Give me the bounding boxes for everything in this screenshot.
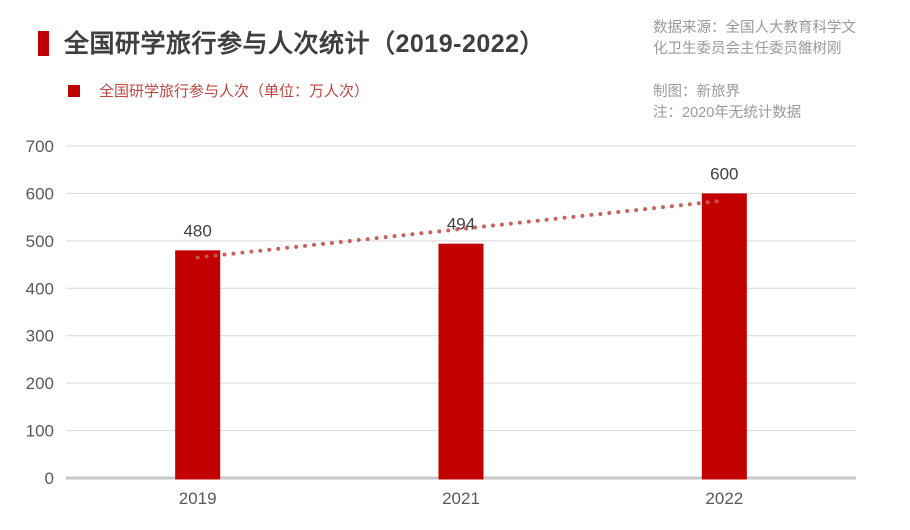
source-line-2: 化卫生委员会主任委员雒树刚	[653, 41, 842, 57]
y-tick-label: 600	[26, 184, 54, 203]
y-tick-label: 200	[26, 374, 54, 393]
note-line: 注：2020年无统计数据	[653, 105, 802, 121]
trendline	[195, 198, 727, 260]
y-tick-label: 500	[26, 232, 54, 251]
page-title: 全国研学旅行参与人次统计（2019-2022）	[64, 30, 546, 58]
bar	[701, 193, 747, 480]
legend-label: 全国研学旅行参与人次（单位：万人次）	[99, 83, 370, 100]
bar-value-label: 494	[447, 215, 475, 234]
x-tick-label: 2021	[442, 489, 480, 508]
title-accent-bar-icon	[38, 31, 49, 56]
source-block: 数据来源：全国人大教育科学文 化卫生委员会主任委员雒树刚 制图：新旅界 注：20…	[653, 18, 907, 124]
source-line-1: 数据来源：全国人大教育科学文	[653, 20, 856, 36]
bar	[175, 250, 221, 480]
credit-line: 制图：新旅界	[653, 84, 740, 100]
y-tick-label: 700	[26, 137, 54, 156]
y-tick-label: 0	[45, 469, 54, 488]
y-tick-label: 400	[26, 279, 54, 298]
bar-chart: 0 100 200 300 400 500 600 700 480 2019 494 2021 600 2…	[26, 137, 856, 508]
y-tick-label: 100	[26, 422, 54, 441]
x-tick-label: 2022	[705, 489, 743, 508]
legend: 全国研学旅行参与人次（单位：万人次）	[68, 80, 369, 101]
x-tick-label: 2019	[179, 489, 217, 508]
bar-value-label: 480	[183, 221, 211, 240]
y-tick-label: 300	[26, 327, 54, 346]
bar-value-label: 600	[710, 164, 738, 183]
legend-swatch-icon	[68, 84, 80, 97]
bar	[438, 243, 484, 480]
